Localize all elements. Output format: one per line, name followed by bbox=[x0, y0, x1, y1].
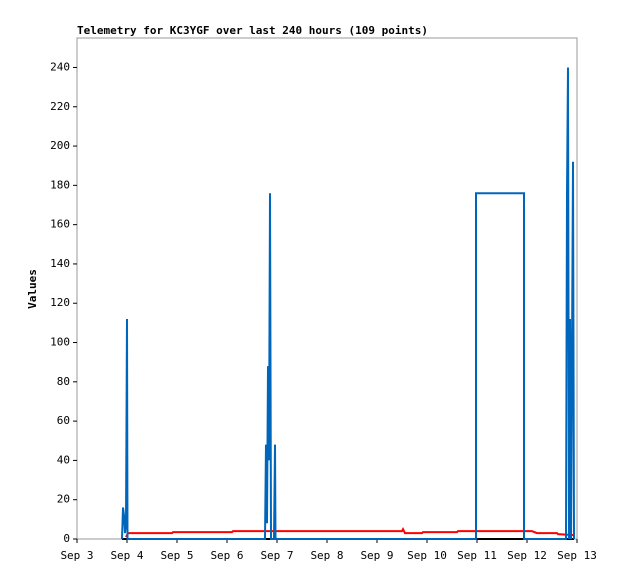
y-axis-label: Values bbox=[26, 269, 39, 309]
x-tick-label: Sep 13 bbox=[557, 549, 597, 562]
plot-frame bbox=[76, 37, 578, 540]
y-tick-label: 180 bbox=[50, 178, 70, 191]
y-tick-label: 120 bbox=[50, 296, 70, 309]
y-tick-label: 80 bbox=[57, 375, 70, 388]
y-tick-label: 0 bbox=[63, 532, 70, 545]
x-tick-label: Sep 6 bbox=[210, 549, 243, 562]
series-line bbox=[125, 526, 575, 538]
x-tick-label: Sep 10 bbox=[407, 549, 447, 562]
series-line bbox=[121, 67, 575, 540]
x-tick-label: Sep 8 bbox=[310, 549, 343, 562]
y-tick-label: 200 bbox=[50, 139, 70, 152]
x-tick-label: Sep 3 bbox=[60, 549, 93, 562]
y-tick-label: 60 bbox=[57, 414, 70, 427]
y-tick-label: 220 bbox=[50, 100, 70, 113]
y-tick-label: 140 bbox=[50, 257, 70, 270]
y-tick-label: 100 bbox=[50, 336, 70, 349]
y-tick-label: 20 bbox=[57, 493, 70, 506]
y-tick-label: 240 bbox=[50, 60, 70, 73]
x-tick-label: Sep 5 bbox=[160, 549, 193, 562]
x-tick-label: Sep 7 bbox=[260, 549, 293, 562]
chart-title: Telemetry for KC3YGF over last 240 hours… bbox=[77, 24, 428, 37]
x-tick-label: Sep 9 bbox=[360, 549, 393, 562]
x-tick-label: Sep 11 bbox=[457, 549, 497, 562]
y-tick-label: 40 bbox=[57, 453, 70, 466]
x-tick-label: Sep 12 bbox=[507, 549, 547, 562]
y-tick-label: 160 bbox=[50, 218, 70, 231]
x-tick-label: Sep 4 bbox=[110, 549, 143, 562]
